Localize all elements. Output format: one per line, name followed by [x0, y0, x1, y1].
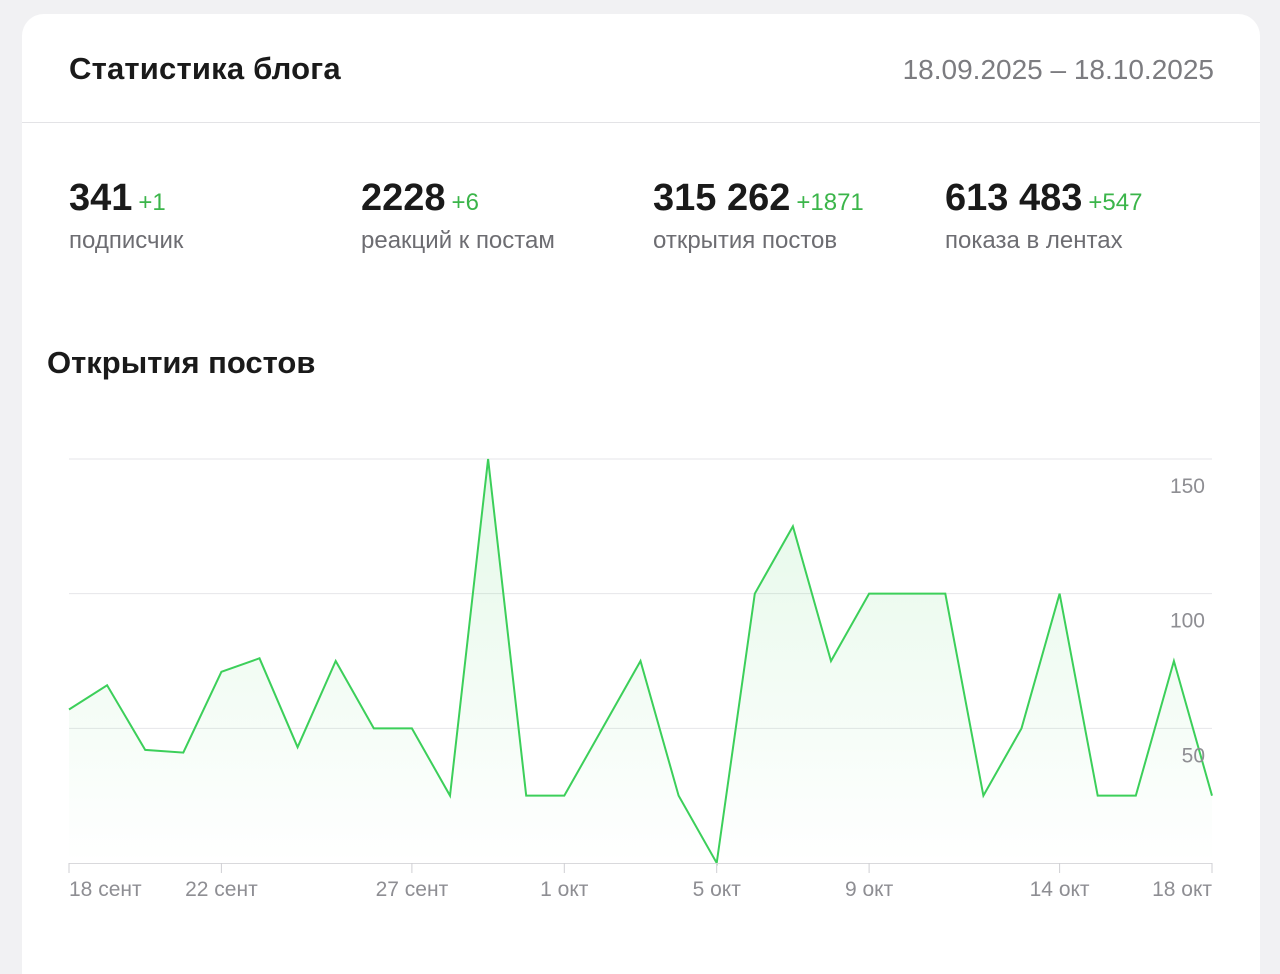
x-tick-label: 27 сент [376, 878, 449, 901]
data-point[interactable] [217, 668, 225, 676]
data-point[interactable] [865, 590, 873, 598]
card-header: Статистика блога 18.09.2025 – 18.10.2025 [22, 14, 1260, 123]
data-point[interactable] [941, 590, 949, 598]
data-point[interactable] [827, 657, 835, 665]
data-point[interactable] [294, 743, 302, 751]
data-point[interactable] [179, 749, 187, 757]
x-tick-label: 22 сент [185, 878, 258, 901]
data-point[interactable] [522, 792, 530, 800]
data-point[interactable] [446, 792, 454, 800]
y-tick-label: 150 [1170, 475, 1205, 498]
stat-label: открытия постов [653, 227, 838, 254]
data-point[interactable] [256, 654, 264, 662]
data-point[interactable] [751, 590, 759, 598]
data-point[interactable] [1132, 792, 1140, 800]
stat-delta: +1 [138, 189, 166, 216]
stat-label: подписчик [69, 227, 184, 254]
data-point[interactable] [1018, 724, 1026, 732]
data-point[interactable] [103, 681, 111, 689]
data-point[interactable] [65, 705, 73, 713]
x-tick-label: 18 окт [1152, 878, 1212, 901]
stat-value: 2228 [361, 177, 446, 219]
data-point[interactable] [789, 522, 797, 530]
stat-value: 341 [69, 177, 133, 219]
data-point[interactable] [332, 657, 340, 665]
y-tick-label: 50 [1182, 744, 1205, 767]
stat-value: 613 483 [945, 177, 1083, 219]
data-point[interactable] [1208, 792, 1216, 800]
data-point[interactable] [141, 746, 149, 754]
chart-title: Открытия постов [47, 345, 316, 380]
data-point[interactable] [484, 455, 492, 463]
stat-value: 315 262 [653, 177, 791, 219]
x-tick-label: 1 окт [540, 878, 589, 901]
data-point[interactable] [675, 792, 683, 800]
date-range[interactable]: 18.09.2025 – 18.10.2025 [902, 54, 1214, 85]
stat-subscribers: 341 +1 подписчик [69, 177, 183, 254]
data-point[interactable] [560, 792, 568, 800]
y-tick-label: 100 [1170, 610, 1205, 633]
data-point[interactable] [370, 724, 378, 732]
series-line [68, 458, 1213, 867]
x-tick-label: 5 окт [693, 878, 742, 901]
x-tick-label: 18 сент [69, 878, 142, 901]
stat-delta: +547 [1088, 189, 1143, 216]
stat-label: показа в лентах [945, 227, 1123, 254]
data-point[interactable] [637, 657, 645, 665]
stat-delta: +6 [451, 189, 479, 216]
stat-reactions: 2228 +6 реакций к постам [361, 177, 555, 254]
stat-delta: +1871 [796, 189, 864, 216]
x-tick-label: 9 окт [845, 878, 894, 901]
data-point[interactable] [1056, 590, 1064, 598]
data-point[interactable] [598, 724, 606, 732]
data-point[interactable] [903, 590, 911, 598]
x-tick-label: 14 окт [1030, 878, 1090, 901]
page-title: Статистика блога [69, 51, 341, 86]
stat-label: реакций к постам [361, 227, 555, 254]
data-point[interactable] [408, 724, 416, 732]
stat-feed-impressions: 613 483 +547 показа в лентах [945, 177, 1143, 254]
data-point[interactable] [979, 792, 987, 800]
data-point[interactable] [1094, 792, 1102, 800]
stat-post-opens: 315 262 +1871 открытия постов [653, 177, 864, 254]
data-point[interactable] [1170, 657, 1178, 665]
